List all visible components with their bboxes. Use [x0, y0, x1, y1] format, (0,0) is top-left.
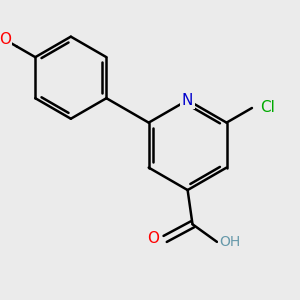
- Text: OH: OH: [219, 235, 240, 249]
- Text: O: O: [0, 32, 11, 47]
- Text: N: N: [182, 93, 193, 108]
- Text: Cl: Cl: [260, 100, 274, 116]
- Text: O: O: [147, 231, 159, 246]
